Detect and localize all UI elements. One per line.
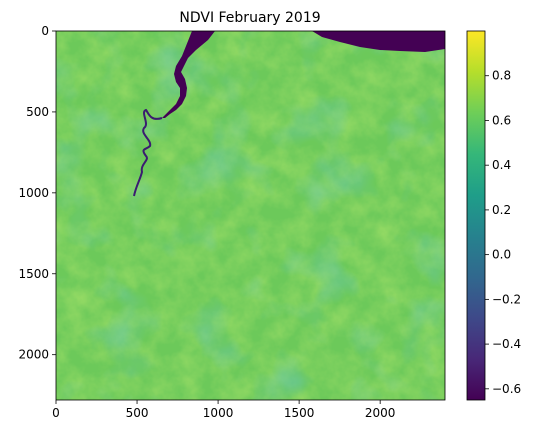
- colorbar-tick-label: 0.4: [492, 158, 511, 172]
- river-meander: [133, 108, 163, 197]
- colorbar: [466, 30, 486, 401]
- y-tick-label: 2000: [18, 348, 49, 362]
- colorbar-tick-label: 0.8: [492, 69, 511, 83]
- x-tick-label: 2000: [365, 406, 396, 420]
- x-tick-label: 500: [126, 406, 149, 420]
- heatmap-image: [56, 31, 445, 400]
- chart-title: NDVI February 2019: [179, 10, 320, 26]
- x-axis: 0 500 1000 1500 2000: [52, 400, 395, 420]
- x-tick-label: 1000: [203, 406, 234, 420]
- river-channel: [162, 31, 215, 118]
- colorbar-tick-label: −0.4: [492, 337, 521, 351]
- colorbar-tick-label: 0.2: [492, 203, 511, 217]
- colorbar-tick-label: −0.6: [492, 382, 521, 396]
- colorbar-tick-label: 0.0: [492, 248, 511, 262]
- y-tick-label: 0: [41, 24, 49, 38]
- y-axis: 0 500 1000 1500 2000: [18, 24, 56, 362]
- heatmap-texture-dark: [56, 31, 445, 400]
- y-tick-label: 1500: [18, 267, 49, 281]
- sea-region: [312, 31, 445, 52]
- x-tick-label: 1500: [284, 406, 315, 420]
- y-tick-label: 500: [26, 105, 49, 119]
- colorbar-tick-label: 0.6: [492, 113, 511, 127]
- y-tick-label: 1000: [18, 186, 49, 200]
- colorbar-tick-label: −0.2: [492, 292, 521, 306]
- x-tick-label: 0: [52, 406, 60, 420]
- plot-frame: [55, 30, 446, 401]
- colorbar-axis: 0.8 0.6 0.4 0.2 0.0 −0.2 −0.4 −0.6: [485, 69, 521, 396]
